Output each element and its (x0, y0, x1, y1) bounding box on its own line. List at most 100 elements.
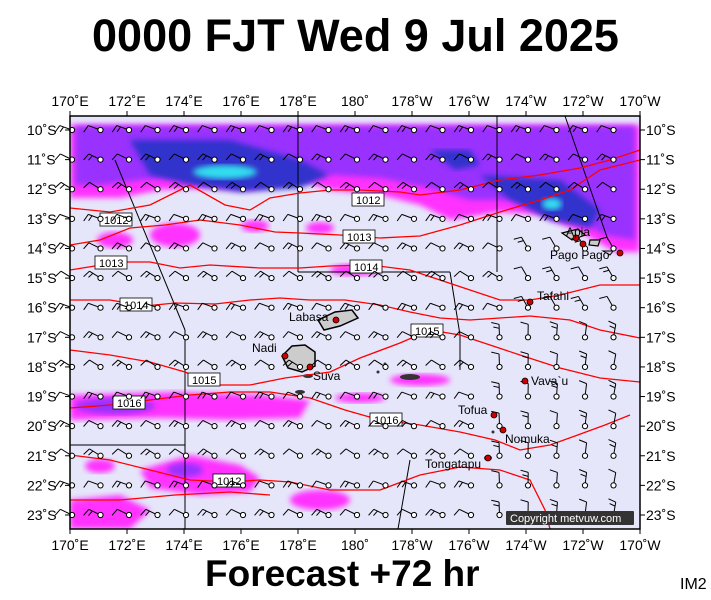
wind-barb (542, 295, 560, 311)
wind-barb (539, 213, 560, 222)
wind-barb (197, 480, 218, 489)
wind-barb (83, 480, 104, 489)
wind-barb (83, 508, 104, 519)
wind-barb (83, 181, 104, 193)
wind-barb (368, 242, 389, 252)
wind-barb (339, 359, 361, 371)
latitude-label: 17˚S (27, 329, 57, 345)
wind-barb (254, 153, 275, 163)
wind-barb (254, 181, 275, 193)
wind-barb (311, 420, 332, 430)
wind-barb (168, 213, 190, 222)
wind-barb (282, 242, 304, 252)
wind-barb (225, 181, 247, 193)
latitude-label: 15˚S (646, 270, 676, 286)
wind-barb (396, 302, 418, 311)
wind-barb (83, 242, 104, 252)
wind-barb (570, 295, 589, 311)
wind-barb (368, 302, 389, 311)
isobar-label: 1013 (342, 229, 376, 244)
wind-barb (510, 153, 532, 163)
wind-barb (168, 480, 190, 489)
latitude-label: 23˚S (646, 507, 676, 523)
wind-barb (339, 391, 361, 400)
isobar-label: 1015 (187, 372, 221, 387)
wind-barb (425, 302, 446, 311)
wind-barb (491, 381, 503, 400)
wind-barb (339, 508, 361, 519)
svg-text:Copyright metvuw.com: Copyright metvuw.com (510, 513, 621, 525)
wind-barb (567, 153, 589, 163)
wind-barb (254, 448, 275, 459)
forecast-label: Forecast +72 hr (205, 553, 480, 594)
svg-text:1012: 1012 (356, 195, 380, 207)
wind-barb (111, 420, 133, 430)
wind-barb (111, 242, 133, 252)
wind-barb (254, 420, 275, 430)
latitude-label: 21˚S (646, 448, 676, 464)
wind-barb (254, 270, 275, 282)
longitude-label: 174˚W (505, 93, 547, 109)
wind-barb (396, 359, 418, 371)
wind-barb (520, 440, 532, 459)
wind-barb (396, 420, 418, 430)
latitude-label: 18˚S (646, 359, 676, 375)
wind-barb (254, 480, 275, 489)
wind-barb (608, 439, 617, 459)
samoa-island (560, 228, 587, 241)
wind-barb (339, 420, 361, 430)
wind-barb (513, 266, 532, 282)
latitude-label: 20˚S (646, 418, 676, 434)
wind-barb (482, 153, 503, 163)
wind-barb (197, 302, 218, 311)
wind-barb (596, 181, 617, 193)
wind-barb (368, 448, 389, 459)
wind-barb (140, 302, 161, 311)
wind-barb (311, 359, 332, 371)
wind-barb (567, 125, 589, 134)
wind-barb (549, 410, 560, 430)
wind-barb (425, 359, 446, 371)
wind-barb (608, 350, 617, 371)
wind-barb (520, 321, 532, 341)
wind-barb (339, 153, 361, 163)
wind-barb (168, 508, 190, 519)
svg-text:1012: 1012 (217, 476, 241, 488)
wind-barb (282, 420, 304, 430)
wind-barb (368, 359, 389, 371)
wind-barb (140, 213, 161, 222)
wind-barb (311, 181, 332, 193)
wind-barb (425, 125, 446, 134)
wind-barb (578, 469, 589, 489)
wind-barb (425, 508, 446, 519)
wind-barb (140, 359, 161, 371)
latitude-label: 14˚S (27, 240, 57, 256)
wind-barb (482, 242, 503, 252)
wind-barb (542, 236, 560, 252)
wind-barb (425, 213, 446, 222)
wind-barb (425, 181, 446, 193)
longitude-label: 176˚E (222, 537, 259, 553)
wind-barb (254, 508, 275, 519)
wind-barb (578, 350, 589, 371)
longitude-label: 174˚E (165, 537, 202, 553)
latitude-label: 10˚S (27, 122, 57, 138)
wind-barb (111, 302, 133, 311)
wind-barb (197, 242, 218, 252)
wind-barb (368, 213, 389, 222)
wind-barb (339, 302, 361, 311)
wind-barb (168, 391, 190, 400)
wind-barb (578, 320, 589, 341)
wind-barb (608, 409, 617, 430)
longitude-label: 172˚W (562, 537, 604, 553)
latitude-label: 19˚S (646, 389, 676, 405)
isobar-label: 1014 (349, 259, 383, 274)
wind-barb (282, 270, 304, 282)
wind-barb (396, 480, 418, 489)
latitude-label: 18˚S (27, 359, 57, 375)
isobar-label: 1012 (351, 192, 385, 207)
latitude-label: 22˚S (646, 477, 676, 493)
wind-barb (578, 409, 589, 430)
wind-barb (549, 380, 560, 400)
wind-barb (513, 236, 532, 252)
